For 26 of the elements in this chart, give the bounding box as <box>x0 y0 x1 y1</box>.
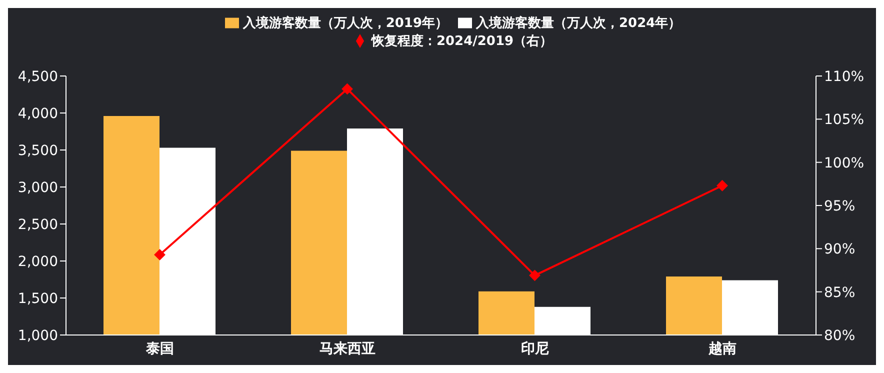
legend-label: 入境游客数量（万人次，2019年） <box>242 16 448 31</box>
y-tick-label: 1,000 <box>18 328 58 344</box>
x-tick-label: 越南 <box>707 340 736 357</box>
y2-tick-label: 85% <box>824 284 856 301</box>
point <box>154 249 166 260</box>
y-tick-label: 4,000 <box>18 106 58 122</box>
y2-tick-label: 105% <box>824 112 864 128</box>
x-tick-label: 印尼 <box>520 340 549 357</box>
legend-label: 恢复程度：2024/2019（右） <box>371 34 553 49</box>
y-tick-label: 3,500 <box>18 142 58 159</box>
y-tick-label: 2,000 <box>18 254 58 270</box>
x-tick-label: 泰国 <box>144 340 174 357</box>
y2-tick-label: 110% <box>824 68 864 85</box>
x-tick-label: 马来西亚 <box>319 340 376 357</box>
y2-tick-label: 90% <box>824 242 856 258</box>
point <box>342 83 353 94</box>
y2-tick-label: 80% <box>824 328 856 344</box>
y-tick-label: 4,500 <box>18 68 58 85</box>
legend-label: 入境游客数量（万人次，2024年） <box>476 16 682 31</box>
point <box>716 180 728 192</box>
point <box>529 270 540 281</box>
y-tick-label: 3,000 <box>18 180 58 196</box>
y2-tick-label: 95% <box>824 198 856 214</box>
y2-tick-label: 100% <box>824 155 864 172</box>
y-tick-label: 2,500 <box>18 216 58 233</box>
y-tick-label: 1,500 <box>18 290 58 307</box>
